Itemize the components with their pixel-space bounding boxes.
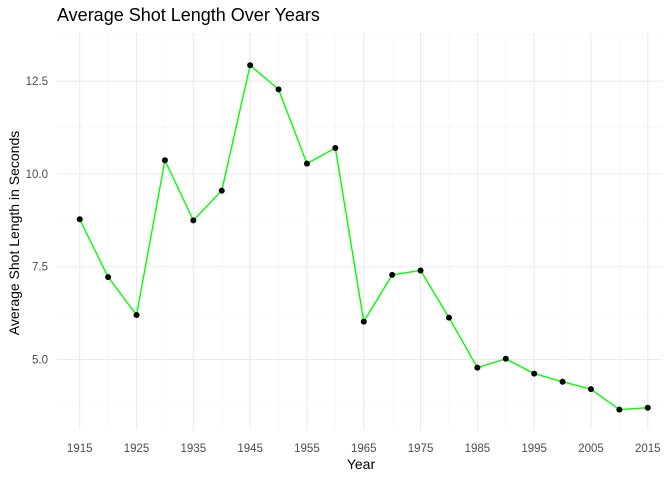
data-point: [417, 267, 424, 274]
data-point: [76, 216, 83, 223]
data-point: [531, 370, 538, 377]
data-point: [445, 314, 452, 321]
data-point: [587, 386, 594, 393]
x-tick-label: 1915: [67, 443, 93, 455]
y-tick-label: 12.5: [26, 76, 48, 88]
x-axis-title: Year: [347, 456, 376, 472]
x-tick-label: 1965: [351, 443, 377, 455]
chart-title: Average Shot Length Over Years: [57, 5, 320, 25]
x-tick-label: 2005: [578, 443, 604, 455]
x-tick-label: 1985: [465, 443, 491, 455]
y-axis-title: Average Shot Length in Seconds: [6, 131, 22, 335]
data-point: [275, 86, 282, 93]
data-point: [218, 187, 225, 194]
x-tick-label: 1945: [237, 443, 263, 455]
grid: [57, 33, 662, 430]
x-axis-ticks: 1915 1925 1935 1945 1955 1965 1975 1985 1995 2005…: [67, 443, 661, 455]
x-tick-label: 2015: [635, 443, 661, 455]
data-point: [303, 160, 310, 167]
data-point: [161, 157, 168, 164]
data-point: [616, 406, 623, 413]
x-tick-label: 1925: [124, 443, 150, 455]
data-point: [474, 364, 481, 371]
x-tick-label: 1975: [408, 443, 434, 455]
data-point: [360, 318, 367, 325]
data-point: [105, 274, 112, 281]
data-point: [247, 62, 254, 69]
y-tick-label: 5.0: [32, 355, 48, 367]
data-point: [502, 355, 509, 362]
data-point: [559, 378, 566, 385]
points-layer: [76, 62, 651, 413]
x-tick-label: 1935: [181, 443, 207, 455]
y-tick-label: 7.5: [32, 262, 48, 274]
data-point: [332, 145, 339, 152]
data-point: [389, 271, 396, 278]
y-tick-label: 10.0: [26, 169, 48, 181]
y-axis-ticks: 5.0 7.5 10.0 12.5: [26, 76, 48, 366]
data-point: [644, 404, 651, 411]
data-point: [133, 311, 140, 318]
x-tick-label: 1995: [521, 443, 547, 455]
data-point: [190, 217, 197, 224]
x-tick-label: 1955: [294, 443, 320, 455]
